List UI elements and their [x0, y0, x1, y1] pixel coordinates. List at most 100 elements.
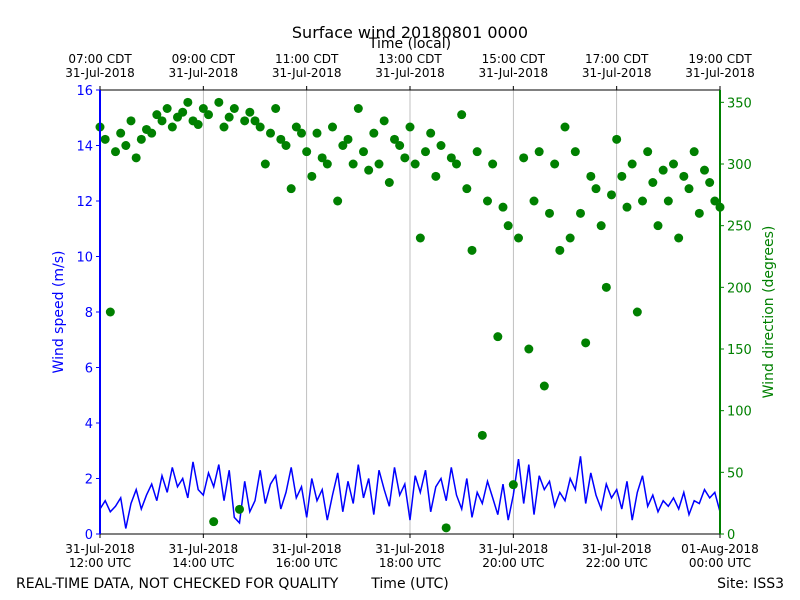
x2-tick-label: 09:00 CDT 31-Jul-2018 [168, 52, 239, 80]
wind-direction-point [328, 122, 337, 132]
wind-direction-point [658, 165, 668, 175]
x2-tick-label: 17:00 CDT 31-Jul-2018 [581, 52, 652, 80]
wind-direction-point [312, 128, 322, 138]
y-tick-label: 2 [85, 473, 93, 488]
wind-direction-point [467, 245, 477, 255]
y2-tick-label: 0 [727, 528, 735, 543]
wind-direction-point [700, 165, 709, 175]
wind-direction-point [643, 147, 653, 157]
wind-direction-point [669, 159, 678, 169]
wind-direction-point [400, 153, 410, 163]
wind-direction-point [477, 430, 487, 440]
wind-direction-point [369, 128, 379, 138]
wind-direction-point [472, 147, 482, 157]
wind-direction-point [271, 104, 281, 113]
x2-tick-label: 11:00 CDT 31-Jul-2018 [271, 52, 342, 80]
footer-site: Site: ISS3 [717, 576, 784, 592]
wind-direction-point [462, 184, 472, 194]
wind-direction-point [167, 122, 177, 132]
wind-direction-point [431, 171, 441, 181]
wind-direction-point [240, 116, 250, 126]
wind-direction-point [121, 141, 131, 150]
wind-direction-point [539, 381, 549, 391]
y-tick-label: 16 [76, 84, 93, 99]
wind-direction-point [348, 159, 358, 169]
y2-tick-label: 50 [727, 466, 744, 481]
wind-direction-point [395, 141, 405, 150]
x-tick-label: 31-Jul-2018 18:00 UTC [375, 542, 445, 570]
wind-direction-point [638, 196, 647, 206]
wind-direction-point [705, 178, 715, 187]
x-tick-label: 31-Jul-2018 12:00 UTC [65, 542, 135, 570]
wind-direction-point [601, 282, 611, 292]
wind-direction-point [219, 122, 229, 132]
wind-direction-point [550, 159, 560, 169]
wind-speed-line [99, 456, 721, 529]
y2-tick-label: 300 [727, 158, 752, 173]
wind-direction-point [338, 141, 348, 150]
y2-tick-label: 100 [727, 405, 752, 420]
wind-direction-point [183, 97, 193, 107]
wind-direction-point [410, 159, 420, 169]
wind-direction-point [162, 104, 172, 113]
wind-direction-point [116, 128, 126, 138]
y2-tick-label: 250 [727, 220, 752, 235]
wind-direction-point [674, 233, 684, 243]
wind-direction-point [209, 517, 219, 527]
y-tick-label: 8 [85, 306, 93, 321]
wind-direction-point [524, 344, 534, 354]
wind-direction-point [591, 184, 601, 194]
wind-direction-point [198, 104, 208, 113]
wind-direction-point [364, 165, 374, 175]
wind-direction-point [214, 97, 224, 107]
wind-direction-point [452, 159, 461, 169]
wind-direction-point [684, 184, 694, 194]
wind-direction-point [436, 141, 446, 150]
x2-tick-label: 07:00 CDT 31-Jul-2018 [65, 52, 135, 80]
wind-direction-point [317, 153, 327, 163]
wind-direction-point [229, 104, 239, 113]
y-tick-label: 6 [85, 362, 93, 377]
x2-axis-label: Time (local) [368, 36, 451, 52]
y2-tick-label: 200 [727, 281, 752, 296]
wind-direction-point [565, 233, 575, 243]
wind-direction-point [596, 221, 606, 231]
wind-direction-point [560, 122, 570, 132]
x-tick-label: 31-Jul-2018 14:00 UTC [168, 542, 239, 570]
wind-direction-point [586, 171, 596, 181]
wind-direction-point [260, 159, 270, 169]
wind-direction-point [379, 116, 389, 126]
wind-direction-point [415, 233, 425, 243]
wind-direction-point [343, 134, 353, 144]
wind-direction-point [581, 338, 591, 348]
wind-direction-point [297, 128, 306, 138]
wind-direction-point [359, 147, 368, 157]
wind-direction-point [333, 196, 343, 206]
wind-direction-point [689, 147, 699, 157]
wind-direction-point [663, 196, 673, 206]
wind-direction-point [632, 307, 642, 317]
wind-direction-point [519, 153, 529, 163]
x-tick-label: 31-Jul-2018 16:00 UTC [271, 542, 342, 570]
wind-direction-point [570, 147, 580, 157]
wind-direction-point [483, 196, 492, 206]
y2-axis-label: Wind direction (degrees) [761, 226, 777, 399]
wind-direction-point [235, 504, 244, 514]
wind-direction-point [576, 208, 585, 218]
x-tick-label: 31-Jul-2018 20:00 UTC [478, 542, 549, 570]
wind-direction-point [178, 107, 188, 117]
wind-direction-point [426, 128, 436, 138]
wind-direction-point [679, 171, 689, 181]
wind-direction-point [446, 153, 456, 163]
y2-tick-label: 350 [727, 96, 752, 111]
wind-direction-point [374, 159, 384, 169]
wind-direction-point [152, 110, 162, 120]
wind-direction-point [105, 307, 115, 317]
wind-direction-point [286, 184, 296, 194]
wind-direction-point [653, 221, 663, 231]
wind-direction-point [224, 112, 234, 122]
y-axis-label: Wind speed (m/s) [51, 251, 67, 374]
wind-direction-point [622, 202, 632, 212]
wind-direction-point [384, 178, 394, 187]
